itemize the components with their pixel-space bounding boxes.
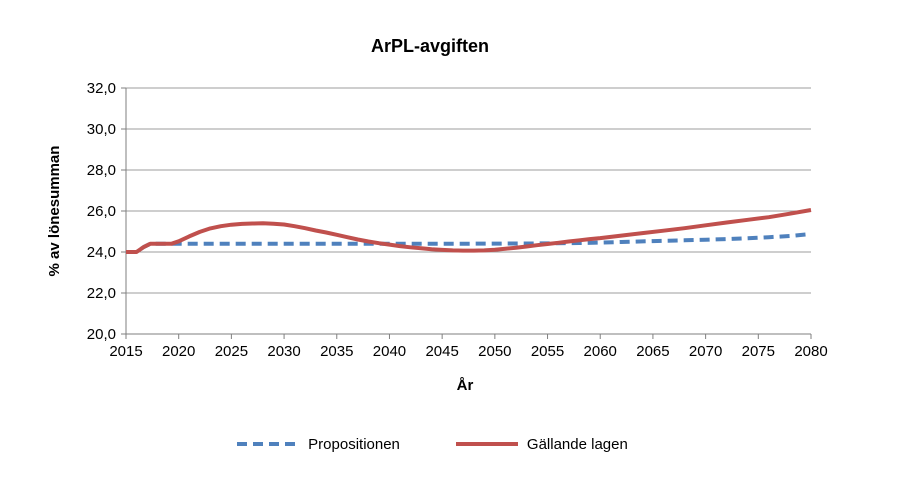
x-tick-label: 2035	[320, 343, 353, 360]
x-tick-label: 2075	[742, 343, 775, 360]
x-tick-label: 2065	[636, 343, 669, 360]
x-tick-label: 2080	[794, 343, 827, 360]
y-tick-label: 26,0	[87, 203, 116, 220]
x-tick-label: 2070	[689, 343, 722, 360]
x-tick-label: 2060	[584, 343, 617, 360]
x-tick-label: 2050	[478, 343, 511, 360]
series-line-g-llande-lagen	[126, 208, 812, 254]
x-tick-label: 2055	[531, 343, 564, 360]
x-tick-label: 2015	[109, 343, 142, 360]
x-tick-label: 2045	[425, 343, 458, 360]
y-tick-label: 20,0	[87, 326, 116, 343]
y-tick-label: 22,0	[87, 285, 116, 302]
chart-title: ArPL-avgiften	[370, 36, 489, 56]
y-tick-label: 28,0	[87, 162, 116, 179]
legend-item-propositionen: Propositionen	[237, 436, 400, 453]
y-tick-label: 24,0	[87, 244, 116, 261]
x-tick-label: 2025	[215, 343, 248, 360]
x-tick-label: 2040	[373, 343, 406, 360]
legend-label-propositionen: Propositionen	[308, 435, 400, 453]
y-tick-label: 32,0	[87, 80, 116, 97]
y-tick-label: 30,0	[87, 121, 116, 138]
legend-item-gallande-lagen: Gällande lagen	[455, 435, 628, 453]
propositionen-dashed-line-swatch	[237, 442, 300, 446]
x-axis-title: År	[456, 377, 474, 394]
legend-label-gallande-lagen: Gällande lagen	[526, 435, 628, 453]
x-tick-label: 2020	[162, 343, 195, 360]
x-tick-label: 2030	[267, 343, 300, 360]
gallande-lagen-solid-line-swatch	[455, 442, 518, 446]
legend: Propositionen Gällande lagen	[0, 433, 865, 455]
